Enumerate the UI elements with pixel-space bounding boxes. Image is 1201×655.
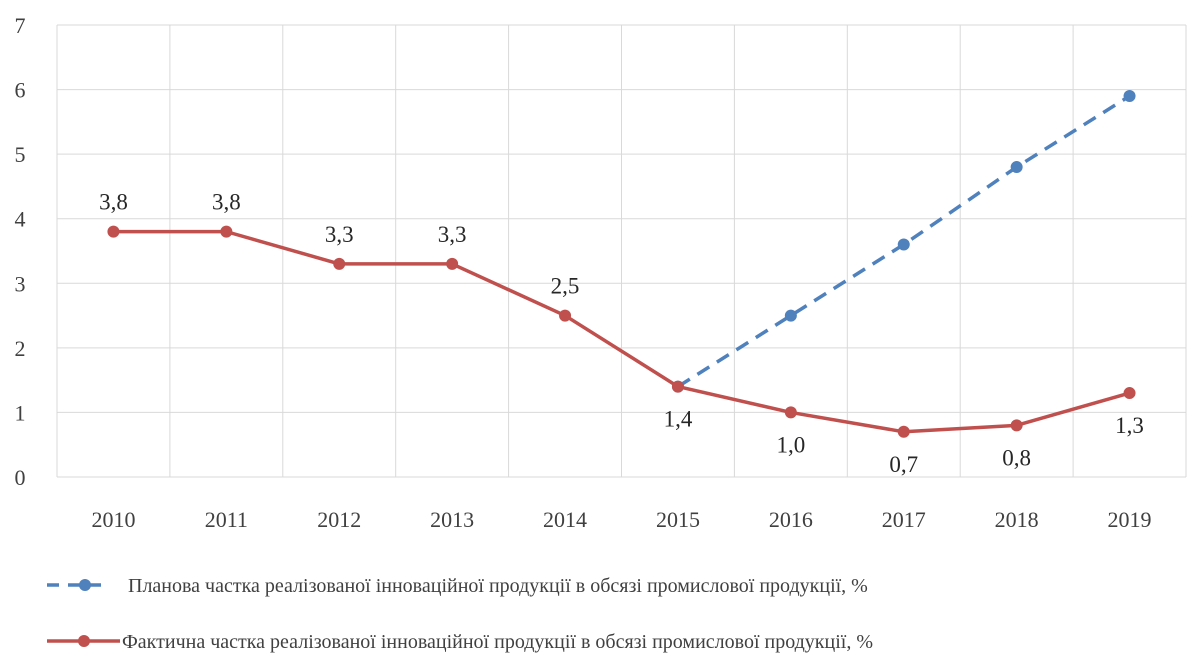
x-tick-label: 2016	[769, 507, 813, 532]
point-actual	[107, 225, 120, 238]
point-planned	[897, 238, 910, 251]
y-tick-label: 1	[15, 400, 26, 425]
legend-swatch-marker	[79, 579, 91, 591]
x-tick-label: 2017	[882, 507, 926, 532]
point-actual	[559, 309, 572, 322]
x-tick-label: 2010	[91, 507, 135, 532]
legend-item-planned: Планова частка реалізованої інноваційної…	[47, 575, 868, 597]
data-label: 0,8	[1002, 445, 1031, 470]
point-actual	[446, 257, 459, 270]
point-actual	[220, 225, 233, 238]
x-axis-ticks: 2010 2011 2012 2013 2014 2015 2016 2017 2018 2019	[91, 507, 1151, 532]
point-actual	[897, 425, 910, 438]
x-tick-label: 2014	[543, 507, 587, 532]
legend-label: Планова частка реалізованої інноваційної…	[128, 575, 868, 597]
y-tick-label: 3	[15, 271, 26, 296]
point-actual	[333, 257, 346, 270]
series	[107, 90, 1136, 438]
point-actual	[784, 406, 797, 419]
data-label: 3,8	[99, 190, 128, 215]
data-label: 1,3	[1115, 413, 1144, 438]
point-actual	[1123, 387, 1136, 400]
y-tick-label: 6	[15, 78, 26, 103]
legend-label: Фактична частка реалізованої інноваційно…	[122, 631, 873, 653]
data-labels: 3,8 3,8 3,3 3,3 2,5 1,4 1,0 0,7 0,8 1,3	[99, 190, 1144, 477]
point-actual	[671, 380, 684, 393]
data-label: 3,8	[212, 190, 241, 215]
legend-swatch-marker	[78, 635, 90, 647]
point-planned	[1123, 90, 1136, 103]
x-tick-label: 2012	[317, 507, 361, 532]
point-actual	[1010, 419, 1023, 432]
y-tick-label: 4	[15, 207, 26, 232]
x-tick-label: 2011	[205, 507, 248, 532]
legend-item-actual: Фактична частка реалізованої інноваційно…	[47, 631, 873, 653]
data-label: 2,5	[551, 274, 580, 299]
data-label: 0,7	[889, 452, 918, 477]
point-planned	[784, 309, 797, 322]
point-planned	[1010, 161, 1023, 174]
x-tick-label: 2019	[1108, 507, 1152, 532]
series-line-actual	[113, 229, 1131, 434]
x-tick-label: 2015	[656, 507, 700, 532]
y-axis-ticks: 0 1 2 3 4 5 6 7	[15, 13, 26, 490]
data-label: 3,3	[325, 222, 354, 247]
data-label: 3,3	[438, 222, 467, 247]
y-tick-label: 7	[15, 13, 26, 38]
x-tick-label: 2013	[430, 507, 474, 532]
x-tick-label: 2018	[995, 507, 1039, 532]
data-label: 1,0	[776, 432, 805, 457]
grid	[56, 24, 1187, 478]
data-label: 1,4	[664, 407, 693, 432]
legend: Планова частка реалізованої інноваційної…	[47, 575, 873, 653]
y-tick-label: 5	[15, 142, 26, 167]
y-tick-label: 2	[15, 336, 26, 361]
y-tick-label: 0	[15, 465, 26, 490]
